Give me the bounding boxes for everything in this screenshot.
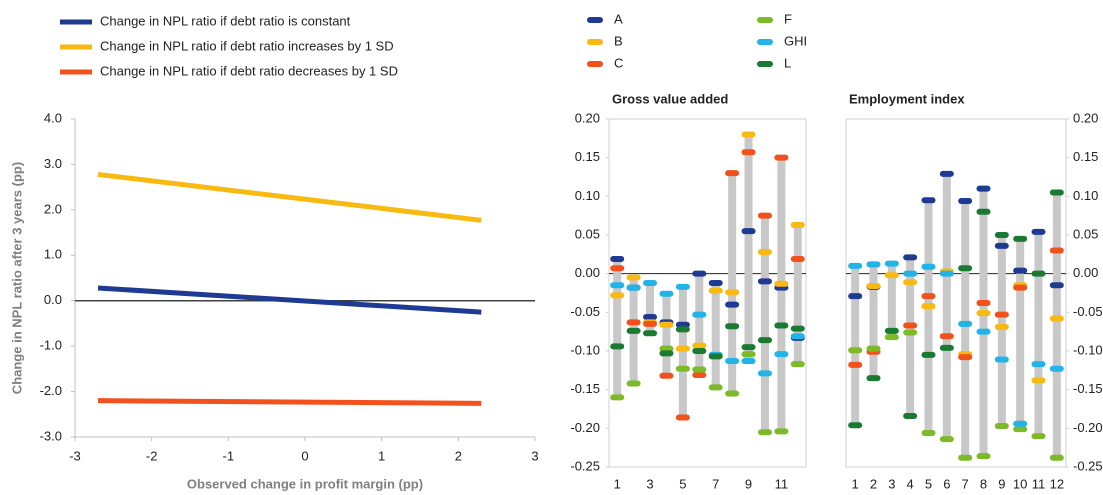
series-line — [97, 171, 482, 223]
legend-label: GHI — [784, 33, 807, 48]
x-tick-label: 4 — [907, 476, 914, 491]
panel-title: Employment index — [849, 91, 965, 106]
x-tick-label: 5 — [925, 476, 932, 491]
legend-label: C — [614, 55, 623, 70]
y-tick-label: -2.0 — [40, 383, 62, 398]
x-tick-label: 10 — [1013, 476, 1027, 491]
panel-frame — [845, 118, 1067, 468]
y-tick-label: 0.00 — [575, 265, 600, 280]
y-tick-label: -0.20 — [570, 420, 600, 435]
x-tick-label: 6 — [943, 476, 950, 491]
x-tick-label: 3 — [531, 448, 538, 463]
series-line — [97, 285, 482, 315]
x-tick-label: 3 — [888, 476, 895, 491]
y-tick-label: 0.10 — [575, 188, 600, 203]
y-tick-label: 0.20 — [575, 110, 600, 125]
legend-label: Change in NPL ratio if debt ratio is con… — [100, 13, 351, 28]
y-tick-label: 0.15 — [575, 149, 600, 164]
y-tick-label: -0.15 — [570, 381, 600, 396]
x-tick-label: 1 — [614, 476, 621, 491]
y-tick-label: 0.05 — [575, 226, 600, 241]
series-line — [97, 398, 482, 406]
y-tick-label: -0.15 — [1073, 381, 1103, 396]
legend-label: L — [784, 55, 791, 70]
x-tick-label: 9 — [998, 476, 1005, 491]
y-tick-label: 0.20 — [1073, 110, 1098, 125]
x-tick-label: 1 — [852, 476, 859, 491]
y-tick-label: 0.15 — [1073, 149, 1098, 164]
x-tick-label: 8 — [980, 476, 987, 491]
x-tick-label: -2 — [146, 448, 158, 463]
x-tick-label: 7 — [712, 476, 719, 491]
panel-frame — [608, 118, 807, 468]
x-tick-label: -1 — [223, 448, 235, 463]
y-tick-label: -0.20 — [1073, 420, 1103, 435]
x-tick-label: 9 — [745, 476, 752, 491]
y-tick-label: 0.10 — [1073, 188, 1098, 203]
x-tick-label: 11 — [1032, 476, 1046, 491]
y-tick-label: -3.0 — [40, 428, 62, 443]
x-tick-label: -3 — [69, 448, 81, 463]
x-tick-label: 2 — [455, 448, 462, 463]
y-tick-label: -0.05 — [1073, 304, 1103, 319]
y-tick-label: -0.10 — [1073, 342, 1103, 357]
y-tick-label: 4.0 — [44, 110, 62, 125]
y-tick-label: 1.0 — [44, 247, 62, 262]
y-tick-label: 3.0 — [44, 156, 62, 171]
y-tick-label: -0.05 — [570, 304, 600, 319]
x-tick-label: 3 — [646, 476, 653, 491]
legend-label: A — [614, 11, 623, 26]
y-tick-label: 0.00 — [1073, 265, 1098, 280]
x-tick-label: 12 — [1050, 476, 1064, 491]
y-tick-label: 2.0 — [44, 201, 62, 216]
legend-label: F — [784, 11, 792, 26]
legend-label: B — [614, 33, 623, 48]
x-tick-label: 2 — [870, 476, 877, 491]
y-tick-label: -0.10 — [570, 342, 600, 357]
legend-label: Change in NPL ratio if debt ratio increa… — [100, 38, 394, 53]
y-axis-title: Change in NPL ratio after 3 years (pp) — [9, 162, 24, 394]
x-tick-label: 0 — [301, 448, 308, 463]
x-axis-title: Observed change in profit margin (pp) — [187, 476, 423, 491]
x-tick-label: 1 — [378, 448, 385, 463]
y-tick-label: -0.25 — [570, 458, 600, 473]
panel-title: Gross value added — [612, 91, 728, 106]
y-tick-label: -0.25 — [1073, 458, 1103, 473]
x-tick-label: 7 — [962, 476, 969, 491]
y-tick-label: 0.0 — [44, 292, 62, 307]
legend-label: Change in NPL ratio if debt ratio decrea… — [100, 63, 398, 78]
y-tick-label: -1.0 — [40, 338, 62, 353]
x-tick-label: 11 — [775, 476, 789, 491]
y-tick-label: 0.05 — [1073, 226, 1098, 241]
x-tick-label: 5 — [679, 476, 686, 491]
